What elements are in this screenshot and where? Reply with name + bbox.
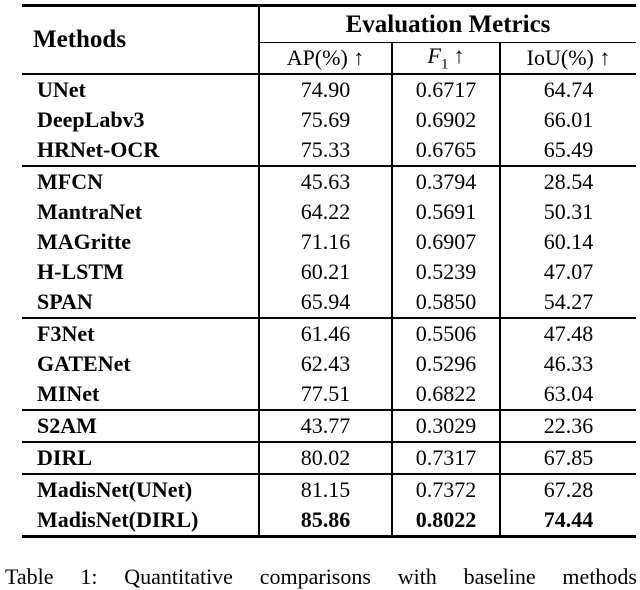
f1-cell: 0.6907 bbox=[391, 227, 500, 258]
header-row-2: AP(%) ↑ F1 ↑ IoU(%) ↑ bbox=[22, 42, 637, 76]
f1-cell: 0.3029 bbox=[391, 409, 500, 443]
table-row: DIRL 80.02 0.7317 67.85 bbox=[22, 441, 637, 475]
iou-cell: 66.01 bbox=[498, 105, 637, 136]
f1-cell: 0.5239 bbox=[391, 257, 500, 288]
iou-cell: 54.27 bbox=[498, 287, 637, 319]
iou-cell: 22.36 bbox=[498, 409, 637, 443]
iou-cell: 67.28 bbox=[498, 473, 637, 506]
ap-cell: 65.94 bbox=[258, 287, 392, 319]
method-cell: MantraNet bbox=[37, 199, 143, 225]
table-caption: Table 1: Quantitative comparisons with b… bbox=[5, 564, 637, 589]
f1-symbol: F bbox=[427, 43, 441, 68]
method-cell: GATENet bbox=[37, 351, 131, 377]
ap-cell: 75.33 bbox=[258, 135, 392, 167]
iou-cell: 65.49 bbox=[498, 135, 637, 167]
ap-cell: 81.15 bbox=[258, 473, 392, 506]
table-row: MadisNet(DIRL) 85.86 0.8022 74.44 bbox=[22, 505, 637, 537]
ap-cell: 77.51 bbox=[258, 379, 392, 411]
ap-cell: 62.43 bbox=[258, 349, 392, 380]
method-cell: DeepLabv3 bbox=[37, 107, 145, 133]
table-row: DeepLabv3 75.69 0.6902 66.01 bbox=[22, 105, 637, 136]
f1-cell: 0.7372 bbox=[391, 473, 500, 506]
col-header-ap: AP(%) ↑ bbox=[258, 42, 392, 76]
table-row: S2AM 43.77 0.3029 22.36 bbox=[22, 409, 637, 443]
method-cell: H-LSTM bbox=[37, 259, 124, 285]
method-cell: HRNet-OCR bbox=[37, 137, 160, 163]
f1-cell: 0.5506 bbox=[391, 317, 500, 350]
table-row: F3Net 61.46 0.5506 47.48 bbox=[22, 317, 637, 350]
method-cell: DIRL bbox=[22, 441, 259, 475]
table-row: HRNet-OCR 75.33 0.6765 65.49 bbox=[22, 135, 637, 167]
method-cell: MadisNet(UNet) bbox=[22, 473, 259, 506]
iou-cell: 28.54 bbox=[498, 165, 637, 198]
table-row: GATENet 62.43 0.5296 46.33 bbox=[22, 349, 637, 380]
iou-cell: 46.33 bbox=[498, 349, 637, 380]
iou-cell: 60.14 bbox=[498, 227, 637, 258]
ap-cell: 45.63 bbox=[258, 165, 392, 198]
ap-cell: 74.90 bbox=[258, 74, 392, 106]
f1-cell: 0.6717 bbox=[391, 74, 500, 106]
methods-header: Methods bbox=[22, 5, 259, 76]
method-cell: F3Net bbox=[22, 317, 259, 350]
table-row: UNet 74.90 0.6717 64.74 bbox=[22, 74, 637, 106]
ap-cell: 43.77 bbox=[258, 409, 392, 443]
ap-cell: 60.21 bbox=[258, 257, 392, 288]
iou-cell: 63.04 bbox=[498, 379, 637, 411]
method-cell: UNet bbox=[37, 77, 86, 103]
iou-cell: 74.44 bbox=[498, 505, 637, 537]
ap-cell: 75.69 bbox=[258, 105, 392, 136]
f1-cell: 0.6822 bbox=[391, 379, 500, 411]
iou-cell: 47.07 bbox=[498, 257, 637, 288]
col-header-f1: F1 ↑ bbox=[391, 42, 500, 76]
f1-cell: 0.7317 bbox=[391, 441, 500, 475]
ap-cell: 80.02 bbox=[258, 441, 392, 475]
f1-cell: 0.5691 bbox=[391, 197, 500, 228]
results-table: Methods Evaluation Metrics AP(%) ↑ F1 ↑ I… bbox=[22, 4, 637, 539]
iou-cell: 64.74 bbox=[498, 74, 637, 106]
table-row: MFCN 45.63 0.3794 28.54 bbox=[22, 165, 637, 198]
method-cell: S2AM bbox=[22, 409, 259, 443]
up-arrow-icon: ↑ bbox=[453, 43, 465, 68]
f1-cell: 0.6765 bbox=[391, 135, 500, 167]
header-row-1: Methods Evaluation Metrics bbox=[22, 5, 637, 76]
table-row: MAGritte 71.16 0.6907 60.14 bbox=[22, 227, 637, 258]
ap-cell: 61.46 bbox=[258, 317, 392, 350]
ap-cell: 71.16 bbox=[258, 227, 392, 258]
f1-cell: 0.3794 bbox=[391, 165, 500, 198]
iou-cell: 67.85 bbox=[498, 441, 637, 475]
f1-cell: 0.8022 bbox=[391, 505, 500, 537]
col-header-iou: IoU(%) ↑ bbox=[498, 42, 637, 76]
ap-cell: 85.86 bbox=[258, 505, 392, 537]
f1-subscript: 1 bbox=[440, 56, 449, 73]
f1-cell: 0.5296 bbox=[391, 349, 500, 380]
f1-cell: 0.5850 bbox=[391, 287, 500, 319]
iou-cell: 47.48 bbox=[498, 317, 637, 350]
table-row: MadisNet(UNet) 81.15 0.7372 67.28 bbox=[22, 473, 637, 506]
method-cell: MINet bbox=[37, 381, 100, 407]
table-row: SPAN 65.94 0.5850 54.27 bbox=[22, 287, 637, 319]
iou-cell: 50.31 bbox=[498, 197, 637, 228]
method-cell: MFCN bbox=[22, 165, 259, 198]
method-cell: MadisNet(DIRL) bbox=[37, 507, 199, 533]
ap-cell: 64.22 bbox=[258, 197, 392, 228]
table-row: MINet 77.51 0.6822 63.04 bbox=[22, 379, 637, 411]
metrics-group-header: Evaluation Metrics bbox=[257, 5, 637, 43]
method-cell: MAGritte bbox=[37, 229, 132, 255]
f1-cell: 0.6902 bbox=[391, 105, 500, 136]
method-cell: SPAN bbox=[37, 289, 93, 315]
table-row: MantraNet 64.22 0.5691 50.31 bbox=[22, 197, 637, 228]
table-row: H-LSTM 60.21 0.5239 47.07 bbox=[22, 257, 637, 288]
